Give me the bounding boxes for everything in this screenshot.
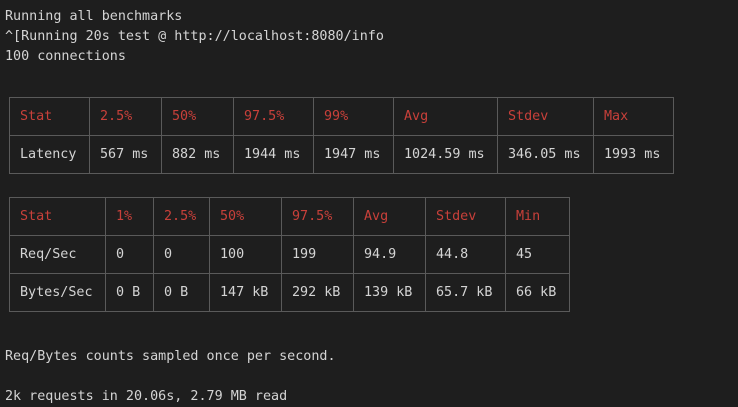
table-cell: 45 [505, 235, 570, 274]
throughput-table: Stat 1% 2.5% 50% 97.5% Avg Stdev Min Req… [9, 197, 570, 312]
latency-table: Stat 2.5% 50% 97.5% 99% Avg Stdev Max La… [9, 97, 674, 174]
terminal-line-1: Running all benchmarks [5, 9, 183, 24]
table-row: Latency 567 ms 882 ms 1944 ms 1947 ms 10… [9, 135, 674, 174]
table-cell: 1944 ms [233, 135, 314, 174]
table-cell: 199 [281, 235, 354, 274]
latency-header-cell: Avg [393, 97, 498, 136]
table-cell: Latency [9, 135, 90, 174]
terminal-line-2: ^[Running 20s test @ http://localhost:80… [5, 29, 384, 44]
latency-header-cell: 50% [161, 97, 234, 136]
latency-header-cell: Stdev [497, 97, 594, 136]
throughput-table-header-row: Stat 1% 2.5% 50% 97.5% Avg Stdev Min [9, 197, 570, 236]
table-cell: 0 [153, 235, 210, 274]
latency-header-cell: Max [593, 97, 674, 136]
throughput-header-cell: 1% [105, 197, 154, 236]
footer-note: Req/Bytes counts sampled once per second… [5, 349, 336, 364]
throughput-header-cell: Avg [353, 197, 426, 236]
table-cell: 44.8 [425, 235, 506, 274]
table-cell: 66 kB [505, 273, 570, 312]
table-cell: Req/Sec [9, 235, 106, 274]
table-row: Bytes/Sec 0 B 0 B 147 kB 292 kB 139 kB 6… [9, 273, 570, 312]
table-cell: 0 B [105, 273, 154, 312]
latency-header-cell: 2.5% [89, 97, 162, 136]
terminal-line-3: 100 connections [5, 49, 126, 64]
table-cell: 0 [105, 235, 154, 274]
throughput-header-cell: 97.5% [281, 197, 354, 236]
table-row: Req/Sec 0 0 100 199 94.9 44.8 45 [9, 235, 570, 274]
summary-line: 2k requests in 20.06s, 2.79 MB read [5, 389, 288, 404]
table-cell: 147 kB [209, 273, 282, 312]
table-cell: 1947 ms [313, 135, 394, 174]
throughput-header-cell: 2.5% [153, 197, 210, 236]
throughput-header-cell: Stat [9, 197, 106, 236]
table-cell: 94.9 [353, 235, 426, 274]
table-cell: 139 kB [353, 273, 426, 312]
table-cell: 65.7 kB [425, 273, 506, 312]
table-cell: 882 ms [161, 135, 234, 174]
table-cell: 0 B [153, 273, 210, 312]
table-cell: 1993 ms [593, 135, 674, 174]
latency-table-header-row: Stat 2.5% 50% 97.5% 99% Avg Stdev Max [9, 97, 674, 136]
latency-header-cell: 97.5% [233, 97, 314, 136]
throughput-header-cell: Stdev [425, 197, 506, 236]
throughput-header-cell: Min [505, 197, 570, 236]
table-cell: 100 [209, 235, 282, 274]
table-cell: 292 kB [281, 273, 354, 312]
latency-header-cell: Stat [9, 97, 90, 136]
table-cell: 346.05 ms [497, 135, 594, 174]
throughput-header-cell: 50% [209, 197, 282, 236]
table-cell: Bytes/Sec [9, 273, 106, 312]
latency-header-cell: 99% [313, 97, 394, 136]
table-cell: 567 ms [89, 135, 162, 174]
table-cell: 1024.59 ms [393, 135, 498, 174]
